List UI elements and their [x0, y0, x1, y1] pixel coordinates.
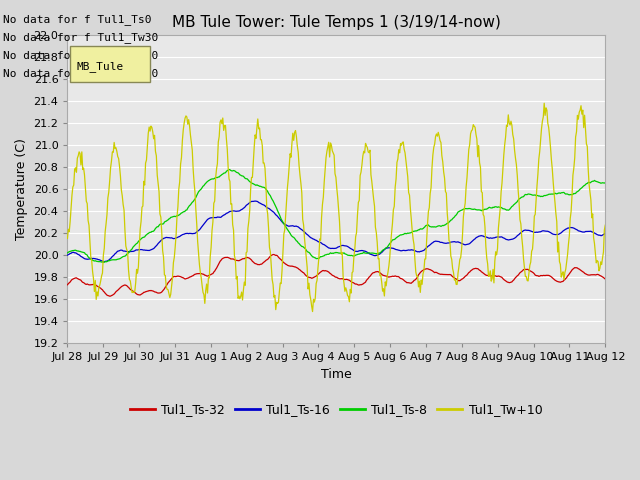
Title: MB Tule Tower: Tule Temps 1 (3/19/14-now): MB Tule Tower: Tule Temps 1 (3/19/14-now… — [172, 15, 500, 30]
Legend: Tul1_Ts-32, Tul1_Ts-16, Tul1_Ts-8, Tul1_Tw+10: Tul1_Ts-32, Tul1_Ts-16, Tul1_Ts-8, Tul1_… — [125, 398, 547, 421]
Text: No data for f Tul1_Tw50: No data for f Tul1_Tw50 — [3, 50, 159, 61]
Text: No data for f Tul1_Tw60: No data for f Tul1_Tw60 — [3, 68, 159, 79]
Text: MB_Tule: MB_Tule — [77, 61, 124, 72]
Text: No data for f Tul1_Tw30: No data for f Tul1_Tw30 — [3, 32, 159, 43]
Text: No data for f Tul1_Ts0: No data for f Tul1_Ts0 — [3, 13, 152, 24]
Y-axis label: Temperature (C): Temperature (C) — [15, 138, 28, 240]
X-axis label: Time: Time — [321, 368, 352, 381]
